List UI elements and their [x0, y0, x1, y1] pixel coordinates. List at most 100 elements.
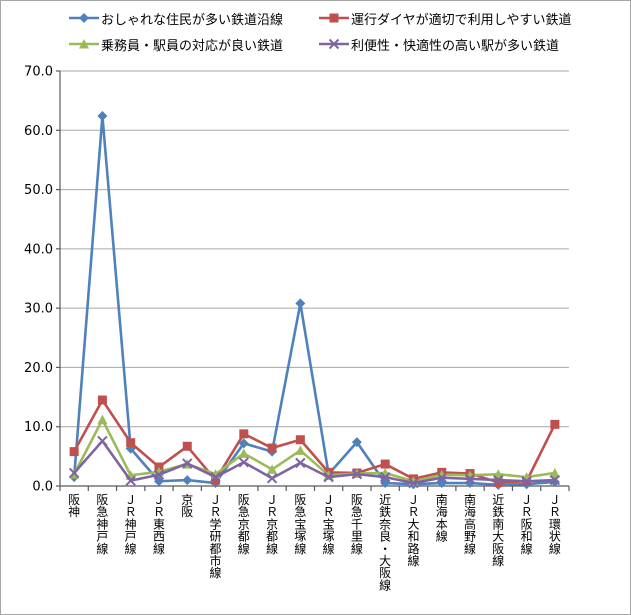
- x-axis-category-label: 線: [407, 553, 419, 568]
- x-axis-category-label: Ｒ: [266, 505, 278, 519]
- x-axis-category-label: 高: [464, 516, 476, 531]
- x-axis-category-label: 宝: [323, 517, 335, 531]
- x-axis-category-label: Ｊ: [125, 493, 137, 507]
- data-point-marker: [267, 443, 277, 453]
- data-point-marker: [126, 438, 136, 448]
- x-axis-category-label: 都: [238, 530, 250, 544]
- data-point-marker: [521, 476, 532, 487]
- x-axis-category-label: 鉄: [379, 504, 391, 519]
- x-axis-category-label: 線: [521, 541, 533, 556]
- data-point-marker: [238, 438, 249, 449]
- x-axis-category-label: 東: [153, 517, 165, 531]
- y-axis-tick-label: 0.0: [32, 480, 53, 495]
- data-point-marker: [549, 476, 560, 487]
- data-point-marker: [351, 468, 363, 480]
- x-axis-category-label: 線: [436, 529, 448, 544]
- legend-label: 乗務員・駅員の対応が良い鉄道: [101, 38, 284, 54]
- x-axis-category-label: Ｊ: [323, 493, 335, 507]
- x-axis-category-label: 急: [238, 504, 250, 519]
- x-axis-category-label: 線: [238, 541, 250, 556]
- data-point-marker: [493, 474, 504, 486]
- x-axis-category-label: 阪: [68, 493, 80, 507]
- x-axis-category-label: 阪: [96, 493, 108, 507]
- data-point-marker: [295, 457, 306, 469]
- x-axis-category-label: 線: [379, 577, 391, 592]
- chart-legend: おしゃれな住民が多い鉄道沿線 運行ダイヤが適切で利用しやすい鉄道乗務員・駅員の対応…: [1, 1, 630, 61]
- x-axis-category-label: 千: [351, 517, 363, 531]
- data-point-marker: [323, 471, 334, 483]
- x-axis-category-label: 阪: [238, 493, 250, 507]
- x-axis-category-label: Ｒ: [323, 505, 335, 519]
- x-axis-category-label: Ｒ: [153, 505, 165, 519]
- x-axis-category-label: 塚: [294, 530, 306, 544]
- x-axis-category-label: 里: [351, 530, 363, 544]
- legend-triangle-marker-icon: [69, 39, 99, 49]
- x-axis-category-label: 路: [407, 541, 419, 556]
- x-axis-category-label: 阪: [492, 542, 504, 556]
- data-point-marker: [266, 473, 278, 484]
- data-point-marker: [68, 467, 80, 479]
- x-axis-category-label: 状: [549, 530, 561, 544]
- x-axis-category-label: 線: [153, 541, 165, 556]
- x-axis-category-label: 阪: [351, 493, 363, 507]
- y-axis-tick-label: 20.0: [24, 361, 53, 376]
- data-point-marker: [125, 475, 136, 486]
- x-axis-category-label: Ｒ: [549, 505, 561, 519]
- x-axis-category-label: 神: [125, 517, 137, 531]
- legend-item-0: おしゃれな住民が多い鉄道沿線: [69, 10, 283, 28]
- y-axis-tick-label: 10.0: [24, 420, 53, 435]
- x-axis-category-label: 京: [181, 493, 193, 507]
- data-point-marker: [97, 111, 108, 122]
- y-axis-tick-label: 60.0: [24, 124, 53, 139]
- x-axis-category-label: Ｒ: [521, 505, 533, 519]
- data-point-marker: [239, 429, 249, 439]
- data-point-marker: [153, 476, 164, 487]
- x-axis-category-label: 大: [492, 530, 504, 544]
- x-axis-category-label: 宝: [294, 517, 306, 531]
- x-axis-category-label: 西: [153, 530, 165, 544]
- legend-label: 利便性・快適性の高い駅が多い鉄道: [351, 38, 560, 54]
- x-axis-category-label: Ｊ: [153, 493, 165, 507]
- x-axis-category-label: 線: [96, 541, 108, 556]
- x-axis-category-label: 鉄: [492, 504, 504, 519]
- x-axis-category-label: 和: [521, 530, 533, 544]
- legend-x-marker-icon: [319, 38, 349, 50]
- x-axis-category-label: 線: [294, 541, 306, 556]
- legend-item-2: 乗務員・駅員の対応が良い鉄道: [69, 36, 284, 54]
- x-axis-category-label: 塚: [323, 530, 335, 544]
- x-axis-category-label: 阪: [181, 505, 193, 519]
- data-point-marker: [69, 447, 79, 457]
- data-point-marker: [380, 459, 390, 469]
- x-axis-category-label: Ｒ: [125, 505, 137, 519]
- data-point-marker: [182, 458, 193, 469]
- data-point-marker: [182, 441, 192, 451]
- x-axis-category-label: 環: [549, 517, 561, 531]
- data-point-marker: [210, 471, 221, 483]
- x-axis-category-label: 南: [436, 492, 448, 507]
- x-axis-category-label: 良: [379, 529, 391, 544]
- series-line-2: [72, 418, 556, 483]
- data-point-marker: [295, 435, 305, 445]
- y-axis-tick-label: 70.0: [24, 65, 53, 80]
- data-point-marker: [408, 477, 419, 489]
- x-axis-category-label: 線: [125, 541, 137, 556]
- x-axis-category-label: 線: [464, 541, 476, 556]
- x-axis-category-label: Ｊ: [521, 493, 533, 507]
- x-axis-category-label: 大: [379, 554, 391, 568]
- x-axis-category-label: 京: [238, 517, 250, 531]
- data-point-marker: [549, 474, 561, 486]
- x-axis-category-label: Ｊ: [266, 493, 278, 507]
- x-axis-category-label: Ｊ: [210, 493, 222, 507]
- legend-label: 運行ダイヤが適切で利用しやすい鉄道: [351, 12, 572, 28]
- x-axis-category-label: 都: [266, 530, 278, 544]
- data-point-marker: [238, 457, 250, 468]
- x-axis-category-label: 南: [492, 516, 504, 531]
- x-axis-category-label: 戸: [125, 530, 137, 544]
- x-axis-category-label: 海: [436, 504, 448, 519]
- x-axis-category-label: 京: [266, 517, 278, 531]
- x-axis-category-label: 市: [210, 553, 222, 568]
- x-axis-category-label: 線: [266, 541, 278, 556]
- legend-item-3: 利便性・快適性の高い駅が多い鉄道: [319, 36, 560, 54]
- x-axis-category-label: 阪: [294, 493, 306, 507]
